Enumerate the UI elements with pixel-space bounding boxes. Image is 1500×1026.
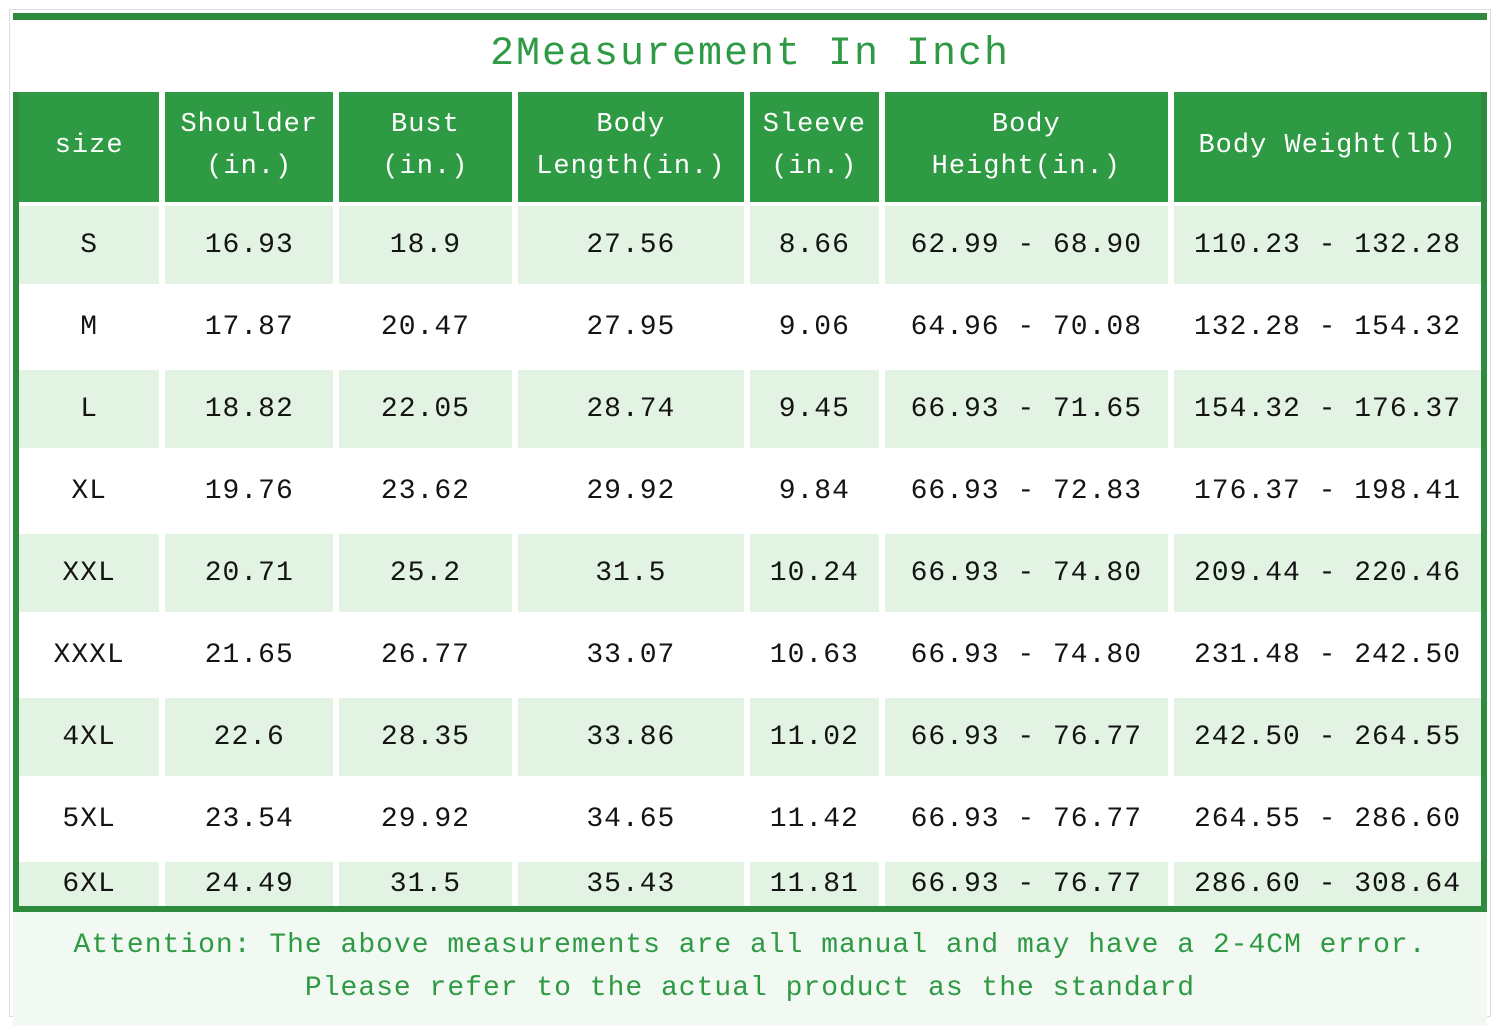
value-cell: 66.93 - 74.80 <box>881 612 1175 696</box>
table-row: 5XL 23.54 29.92 34.65 11.42 66.93 - 76.77 264.… <box>19 776 1481 860</box>
value-cell: 66.93 - 71.65 <box>881 366 1175 450</box>
value-cell: 24.49 <box>162 858 340 906</box>
value-cell: 66.93 - 76.77 <box>881 694 1175 778</box>
table-row: 4XL 22.6 28.35 33.86 11.02 66.93 - 76.77 242.5… <box>19 694 1481 778</box>
value-cell: 17.87 <box>162 284 340 368</box>
size-cell: XXL <box>19 530 166 614</box>
value-cell: 286.60 - 308.64 <box>1171 858 1481 906</box>
column-header-sleeve: Sleeve (in.) <box>747 92 885 204</box>
value-cell: 19.76 <box>162 448 340 532</box>
value-cell: 28.35 <box>336 694 518 778</box>
value-cell: 22.05 <box>336 366 518 450</box>
size-cell: XL <box>19 448 166 532</box>
header-row: size Shoulder (in.) Bust (in.) Body Length(… <box>19 92 1481 204</box>
table-row: XXXL 21.65 26.77 33.07 10.63 66.93 - 74.80 231… <box>19 612 1481 696</box>
attention-line-1: Attention: The above measurements are al… <box>73 930 1427 961</box>
value-cell: 25.2 <box>336 530 518 614</box>
column-header-body-weight: Body Weight(lb) <box>1171 92 1481 204</box>
value-cell: 132.28 - 154.32 <box>1171 284 1481 368</box>
value-cell: 28.74 <box>514 366 751 450</box>
value-cell: 66.93 - 74.80 <box>881 530 1175 614</box>
size-chart-image: 2Measurement In Inch size Shoulder (in.) B… <box>9 9 1491 1026</box>
value-cell: 29.92 <box>336 776 518 860</box>
value-cell: 209.44 - 220.46 <box>1171 530 1481 614</box>
size-cell: 6XL <box>19 858 166 906</box>
table-row: XL 19.76 23.62 29.92 9.84 66.93 - 72.83 176.37… <box>19 448 1481 532</box>
table-row: S 16.93 18.9 27.56 8.66 62.99 - 68.90 110.23 -… <box>19 202 1481 286</box>
value-cell: 18.82 <box>162 366 340 450</box>
value-cell: 9.84 <box>747 448 885 532</box>
value-cell: 8.66 <box>747 202 885 286</box>
value-cell: 11.42 <box>747 776 885 860</box>
value-cell: 231.48 - 242.50 <box>1171 612 1481 696</box>
column-header-shoulder: Shoulder (in.) <box>162 92 340 204</box>
size-cell: 5XL <box>19 776 166 860</box>
table-body: S 16.93 18.9 27.56 8.66 62.99 - 68.90 110.23 -… <box>19 202 1481 906</box>
table-row: M 17.87 20.47 27.95 9.06 64.96 - 70.08 132.28 … <box>19 284 1481 368</box>
value-cell: 11.02 <box>747 694 885 778</box>
value-cell: 33.86 <box>514 694 751 778</box>
value-cell: 154.32 - 176.37 <box>1171 366 1481 450</box>
value-cell: 9.06 <box>747 284 885 368</box>
value-cell: 11.81 <box>747 858 885 906</box>
value-cell: 29.92 <box>514 448 751 532</box>
value-cell: 27.56 <box>514 202 751 286</box>
column-header-size: size <box>19 92 166 204</box>
value-cell: 66.93 - 72.83 <box>881 448 1175 532</box>
value-cell: 20.71 <box>162 530 340 614</box>
value-cell: 10.63 <box>747 612 885 696</box>
value-cell: 176.37 - 198.41 <box>1171 448 1481 532</box>
value-cell: 33.07 <box>514 612 751 696</box>
value-cell: 31.5 <box>336 858 518 906</box>
value-cell: 21.65 <box>162 612 340 696</box>
value-cell: 23.62 <box>336 448 518 532</box>
value-cell: 110.23 - 132.28 <box>1171 202 1481 286</box>
top-divider <box>13 13 1487 20</box>
value-cell: 27.95 <box>514 284 751 368</box>
value-cell: 66.93 - 76.77 <box>881 858 1175 906</box>
attention-line-2: Please refer to the actual product as th… <box>304 973 1196 1005</box>
value-cell: 10.24 <box>747 530 885 614</box>
column-header-body-length: Body Length(in.) <box>514 92 751 204</box>
table-row: 6XL 24.49 31.5 35.43 11.81 66.93 - 76.77 286.6… <box>19 858 1481 906</box>
value-cell: 66.93 - 76.77 <box>881 776 1175 860</box>
value-cell: 242.50 - 264.55 <box>1171 694 1481 778</box>
value-cell: 35.43 <box>514 858 751 906</box>
value-cell: 23.54 <box>162 776 340 860</box>
value-cell: 34.65 <box>514 776 751 860</box>
value-cell: 64.96 - 70.08 <box>881 284 1175 368</box>
value-cell: 20.47 <box>336 284 518 368</box>
table-row: XXL 20.71 25.2 31.5 10.24 66.93 - 74.80 209.44… <box>19 530 1481 614</box>
value-cell: 16.93 <box>162 202 340 286</box>
value-cell: 18.9 <box>336 202 518 286</box>
size-cell: S <box>19 202 166 286</box>
size-cell: 4XL <box>19 694 166 778</box>
size-table: size Shoulder (in.) Bust (in.) Body Length(… <box>19 92 1481 906</box>
size-cell: M <box>19 284 166 368</box>
attention-note: Attention: The above measurements are al… <box>13 912 1487 1026</box>
value-cell: 31.5 <box>514 530 751 614</box>
table-header: size Shoulder (in.) Bust (in.) Body Length(… <box>19 92 1481 204</box>
chart-title: 2Measurement In Inch <box>489 32 1011 77</box>
value-cell: 264.55 - 286.60 <box>1171 776 1481 860</box>
size-table-frame: size Shoulder (in.) Bust (in.) Body Length(… <box>13 92 1487 912</box>
value-cell: 26.77 <box>336 612 518 696</box>
column-header-body-height: Body Height(in.) <box>881 92 1175 204</box>
value-cell: 22.6 <box>162 694 340 778</box>
value-cell: 9.45 <box>747 366 885 450</box>
value-cell: 62.99 - 68.90 <box>881 202 1175 286</box>
size-cell: L <box>19 366 166 450</box>
size-cell: XXXL <box>19 612 166 696</box>
column-header-bust: Bust (in.) <box>336 92 518 204</box>
table-row: L 18.82 22.05 28.74 9.45 66.93 - 71.65 154.32 … <box>19 366 1481 450</box>
